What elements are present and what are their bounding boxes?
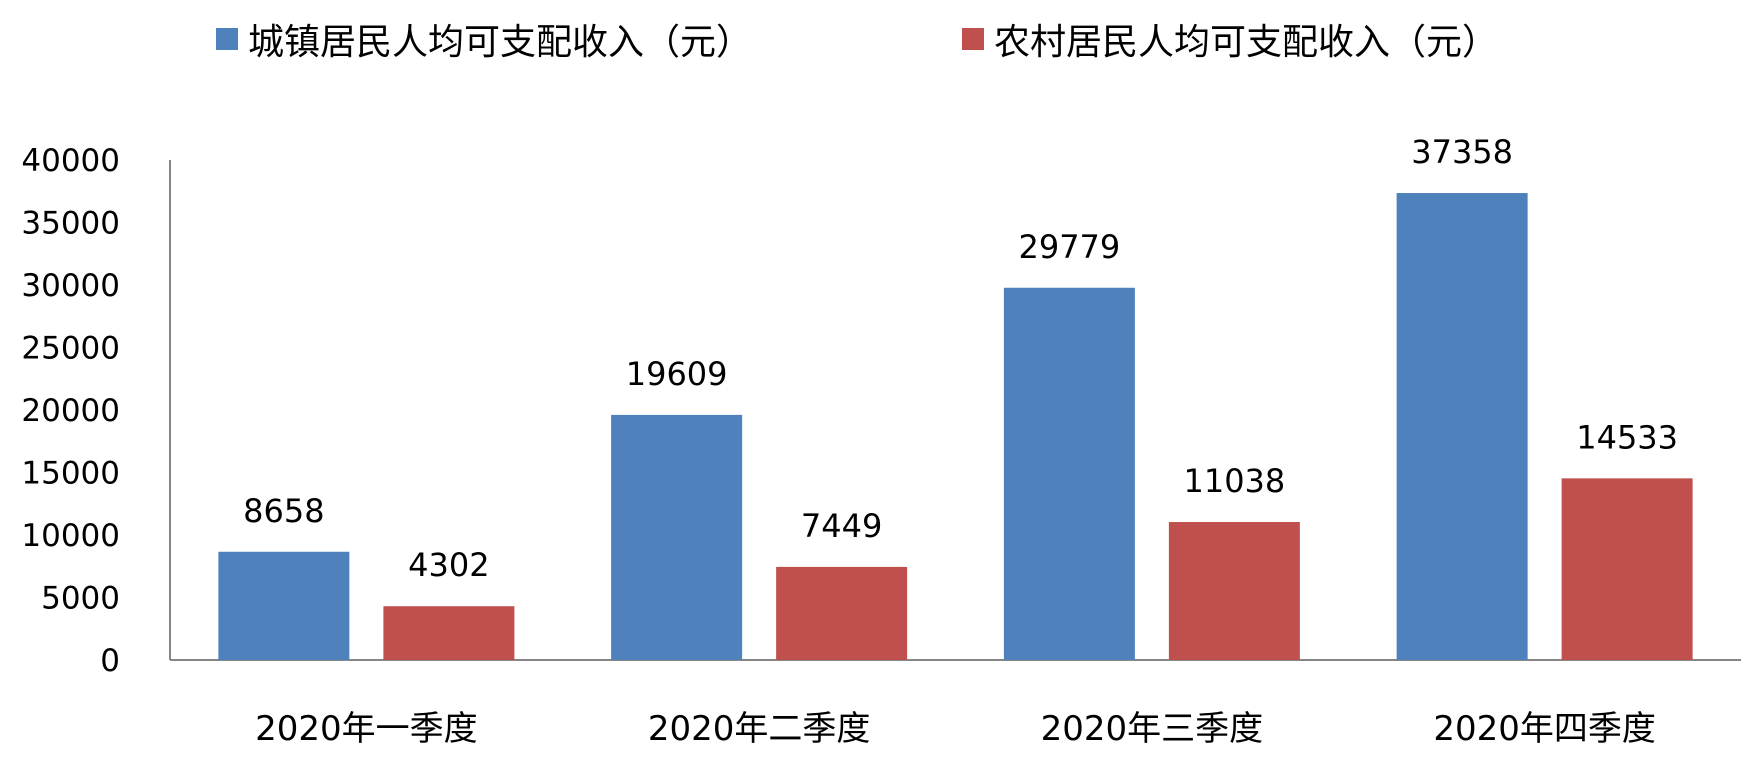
- data-label-urban: 37358: [1411, 133, 1513, 171]
- x-category-label: 2020年一季度: [255, 709, 478, 749]
- x-category-label: 2020年四季度: [1433, 709, 1656, 749]
- legend-swatch-rural: [962, 28, 984, 50]
- data-label-rural: 11038: [1183, 462, 1285, 500]
- y-tick-label: 15000: [21, 456, 120, 492]
- bar-rural: [1561, 478, 1693, 660]
- data-label-rural: 14533: [1576, 418, 1678, 456]
- legend-item-urban: 城镇居民人均可支配收入（元）: [216, 14, 752, 64]
- y-tick-label: 40000: [21, 143, 120, 179]
- data-label-rural: 4302: [408, 546, 489, 584]
- y-tick-label: 0: [100, 643, 120, 679]
- data-label-urban: 8658: [243, 492, 324, 530]
- bar-urban: [218, 551, 350, 660]
- y-tick-label: 10000: [21, 518, 120, 554]
- bar-urban: [1396, 193, 1528, 660]
- legend: 城镇居民人均可支配收入（元） 农村居民人均可支配收入（元）: [0, 14, 1741, 64]
- x-category-label: 2020年二季度: [648, 709, 871, 749]
- bar-urban: [1003, 287, 1135, 660]
- legend-label-rural: 农村居民人均可支配收入（元）: [994, 22, 1499, 63]
- data-label-urban: 29779: [1018, 228, 1120, 266]
- bar-urban: [611, 414, 743, 660]
- legend-swatch-urban: [216, 28, 238, 50]
- bar-rural: [776, 566, 908, 660]
- x-category-label: 2020年三季度: [1041, 709, 1264, 749]
- legend-label-urban: 城镇居民人均可支配收入（元）: [248, 22, 753, 63]
- y-tick-label: 25000: [21, 331, 120, 367]
- y-tick-label: 5000: [41, 581, 120, 617]
- data-label-rural: 7449: [801, 507, 882, 545]
- y-tick-label: 35000: [21, 206, 120, 242]
- bar-rural: [383, 606, 515, 660]
- data-label-urban: 19609: [626, 355, 728, 393]
- y-tick-label: 20000: [21, 393, 120, 429]
- legend-item-rural: 农村居民人均可支配收入（元）: [962, 14, 1498, 64]
- bar-rural: [1168, 522, 1300, 660]
- y-tick-label: 30000: [21, 268, 120, 304]
